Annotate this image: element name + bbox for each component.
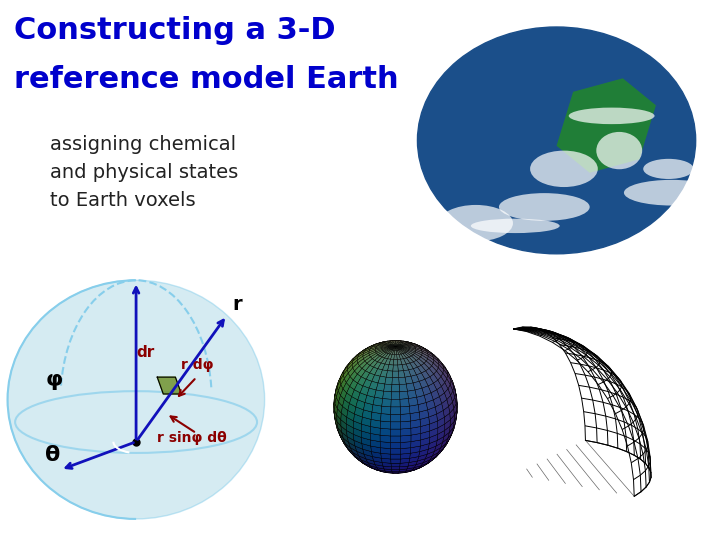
Text: assigning chemical
and physical states
to Earth voxels: assigning chemical and physical states t…: [50, 135, 238, 210]
Text: r dφ: r dφ: [181, 357, 214, 372]
Text: Constructing a 3-D: Constructing a 3-D: [14, 16, 336, 45]
Polygon shape: [157, 377, 181, 394]
Ellipse shape: [536, 203, 590, 227]
Ellipse shape: [519, 226, 562, 252]
Ellipse shape: [436, 176, 500, 213]
Ellipse shape: [8, 280, 265, 519]
Text: reference model Earth: reference model Earth: [14, 65, 399, 94]
Text: φ: φ: [45, 369, 63, 389]
Ellipse shape: [523, 110, 602, 142]
Ellipse shape: [557, 78, 602, 118]
Text: dr: dr: [136, 346, 154, 361]
Circle shape: [418, 27, 696, 254]
Ellipse shape: [598, 125, 685, 154]
Text: r: r: [233, 295, 243, 314]
Text: θ: θ: [45, 446, 60, 465]
Ellipse shape: [426, 132, 503, 152]
Text: r sinφ dθ: r sinφ dθ: [157, 431, 227, 445]
Ellipse shape: [403, 48, 497, 86]
Polygon shape: [557, 78, 656, 173]
